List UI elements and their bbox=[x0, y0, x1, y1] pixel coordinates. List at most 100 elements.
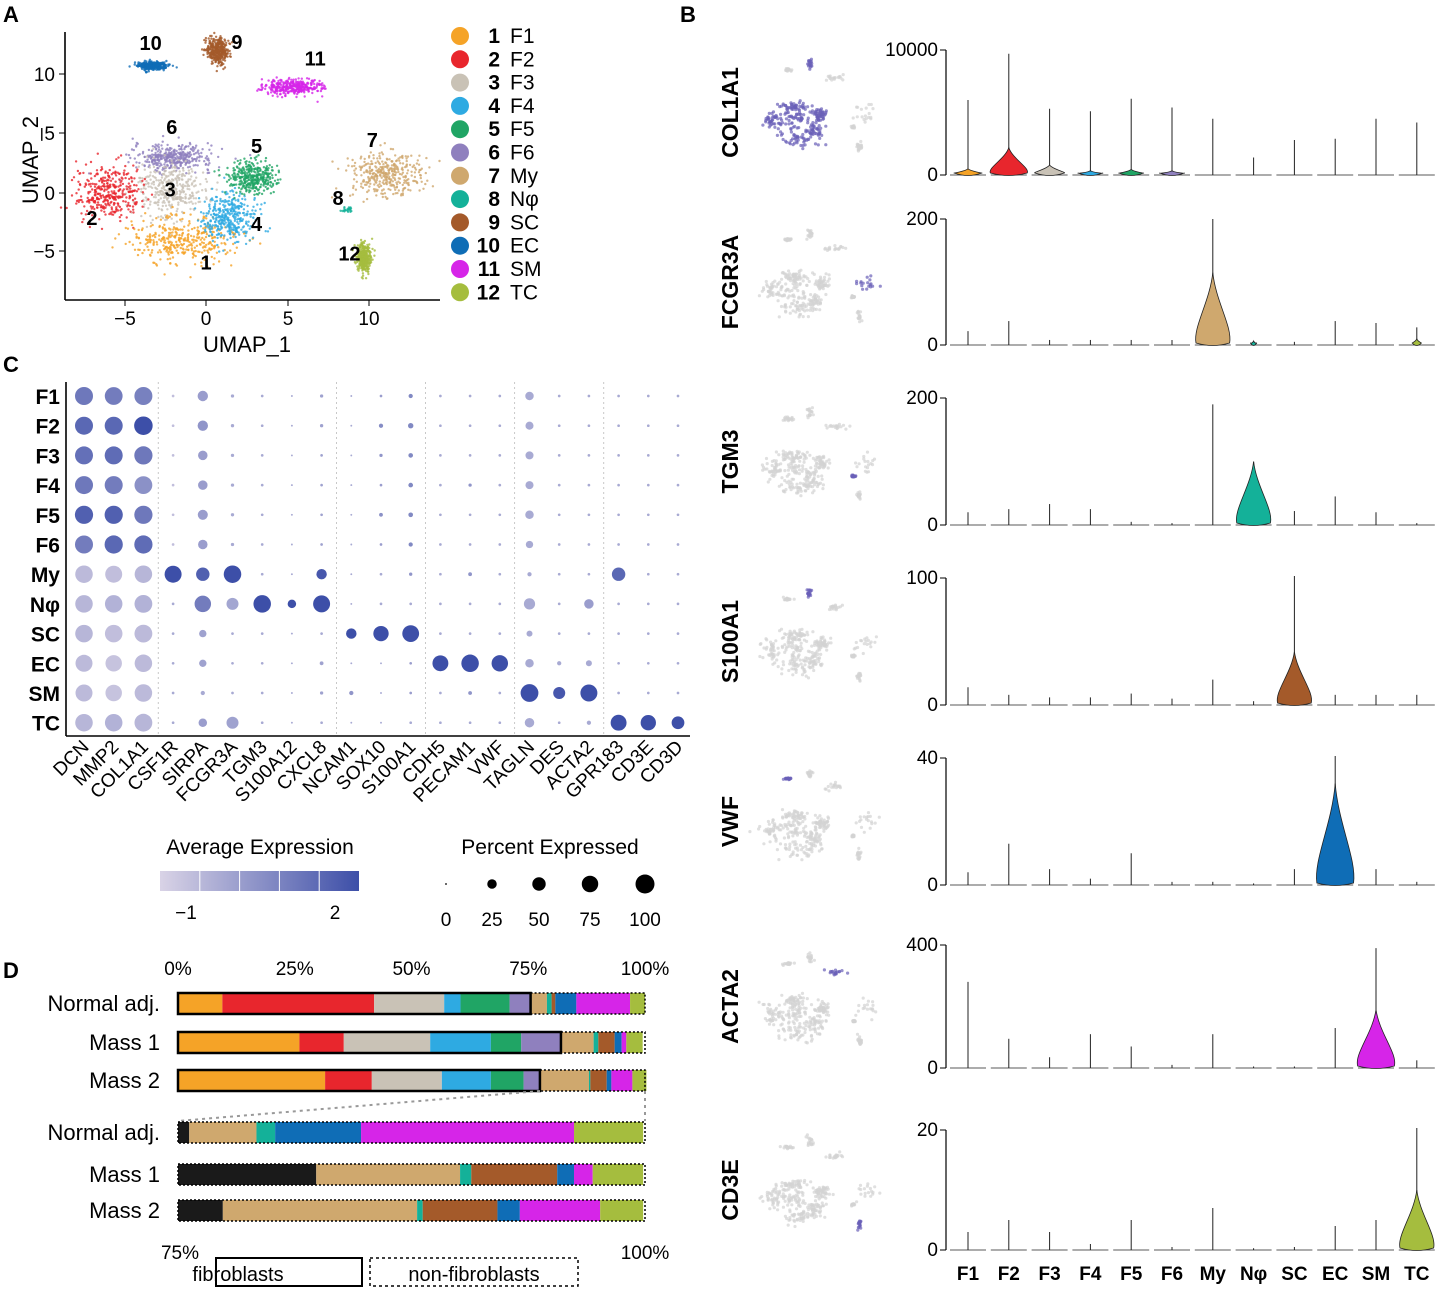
umap-point bbox=[233, 224, 236, 227]
umap-point bbox=[89, 205, 93, 208]
umap-point bbox=[157, 207, 161, 210]
umap-point bbox=[93, 174, 97, 178]
umap-point bbox=[247, 220, 250, 223]
umap-point bbox=[156, 251, 160, 254]
umap-point bbox=[152, 156, 155, 160]
thumbnail-point bbox=[799, 494, 803, 498]
umap-point bbox=[207, 210, 211, 213]
umap-point bbox=[184, 159, 187, 163]
umap-point bbox=[417, 171, 421, 174]
umap-point bbox=[288, 82, 291, 85]
umap-point bbox=[188, 240, 191, 244]
umap-point bbox=[227, 221, 230, 224]
umap-x-tick: 5 bbox=[283, 309, 294, 330]
umap-point bbox=[245, 160, 248, 163]
umap-point bbox=[149, 214, 152, 218]
umap-point bbox=[236, 159, 239, 163]
umap-point bbox=[144, 196, 147, 199]
umap-point bbox=[181, 231, 185, 235]
umap-point bbox=[138, 161, 141, 165]
umap-point bbox=[259, 183, 263, 186]
umap-point bbox=[150, 193, 154, 196]
umap-point bbox=[178, 170, 181, 173]
umap-point bbox=[152, 163, 155, 166]
umap-point bbox=[106, 171, 110, 175]
umap-point bbox=[96, 196, 99, 200]
thumbnail-point bbox=[801, 279, 805, 283]
umap-point bbox=[218, 202, 222, 205]
umap-point bbox=[115, 158, 118, 161]
violin-y-tick-label: 0 bbox=[927, 335, 938, 356]
umap-point bbox=[215, 69, 218, 73]
umap-point bbox=[341, 209, 344, 213]
umap-point bbox=[394, 192, 397, 195]
umap-point bbox=[152, 165, 156, 169]
umap-point bbox=[378, 185, 381, 189]
thumbnail-point bbox=[785, 67, 789, 71]
umap-point bbox=[101, 184, 105, 188]
thumbnail-point bbox=[841, 73, 845, 77]
umap-point bbox=[133, 157, 136, 160]
umap-point bbox=[269, 192, 273, 195]
thumbnail-point bbox=[789, 138, 793, 143]
umap-point bbox=[363, 246, 366, 249]
thumbnail-point bbox=[802, 113, 806, 117]
thumbnail-point bbox=[776, 127, 780, 131]
umap-point bbox=[150, 149, 154, 152]
umap-point bbox=[72, 176, 76, 179]
umap-point bbox=[378, 154, 381, 158]
umap-point bbox=[198, 154, 201, 158]
umap-point bbox=[124, 164, 127, 168]
umap-point bbox=[172, 244, 176, 247]
umap-point bbox=[216, 44, 219, 48]
thumbnail-point bbox=[795, 141, 799, 145]
umap-point bbox=[229, 209, 233, 213]
umap-point bbox=[259, 160, 263, 163]
umap-point bbox=[132, 164, 135, 167]
umap-point bbox=[359, 238, 363, 242]
umap-point bbox=[383, 192, 387, 195]
umap-point bbox=[120, 179, 123, 183]
umap-point bbox=[187, 248, 190, 252]
thumbnail-point bbox=[824, 78, 829, 82]
umap-point bbox=[296, 85, 299, 88]
umap-point bbox=[242, 208, 246, 211]
umap-point bbox=[234, 235, 237, 239]
umap-point bbox=[83, 205, 86, 208]
thumbnail-point bbox=[858, 314, 862, 318]
umap-point bbox=[276, 95, 279, 98]
umap-point bbox=[166, 143, 169, 147]
umap-point bbox=[248, 169, 251, 173]
umap-point bbox=[157, 201, 160, 204]
umap-point bbox=[380, 151, 383, 154]
thumbnail-point bbox=[766, 289, 771, 294]
umap-point bbox=[398, 172, 402, 176]
umap-point bbox=[370, 169, 373, 173]
thumbnail-point bbox=[782, 489, 786, 493]
thumbnail-point bbox=[786, 237, 790, 241]
umap-point bbox=[175, 149, 178, 153]
umap-point bbox=[226, 166, 229, 170]
thumbnail-point bbox=[821, 110, 825, 114]
umap-point bbox=[361, 253, 364, 256]
umap-point bbox=[192, 185, 196, 188]
umap-point bbox=[187, 229, 190, 232]
umap-point bbox=[176, 184, 179, 187]
umap-point bbox=[310, 82, 313, 85]
umap-point bbox=[144, 183, 147, 186]
umap-point bbox=[391, 180, 394, 183]
thumbnail-point bbox=[820, 285, 824, 289]
umap-point bbox=[133, 63, 136, 66]
umap-point bbox=[195, 157, 198, 161]
thumbnail-point bbox=[862, 117, 866, 122]
legend-name: Nφ bbox=[510, 188, 539, 211]
umap-point bbox=[384, 178, 387, 181]
umap-point bbox=[128, 240, 131, 244]
legend-swatch bbox=[451, 120, 469, 139]
umap-point bbox=[227, 199, 231, 203]
legend-name: My bbox=[510, 165, 538, 188]
violin-body bbox=[1411, 337, 1422, 346]
umap-point bbox=[241, 182, 245, 185]
umap-point bbox=[102, 176, 105, 179]
thumbnail-point bbox=[774, 462, 778, 466]
